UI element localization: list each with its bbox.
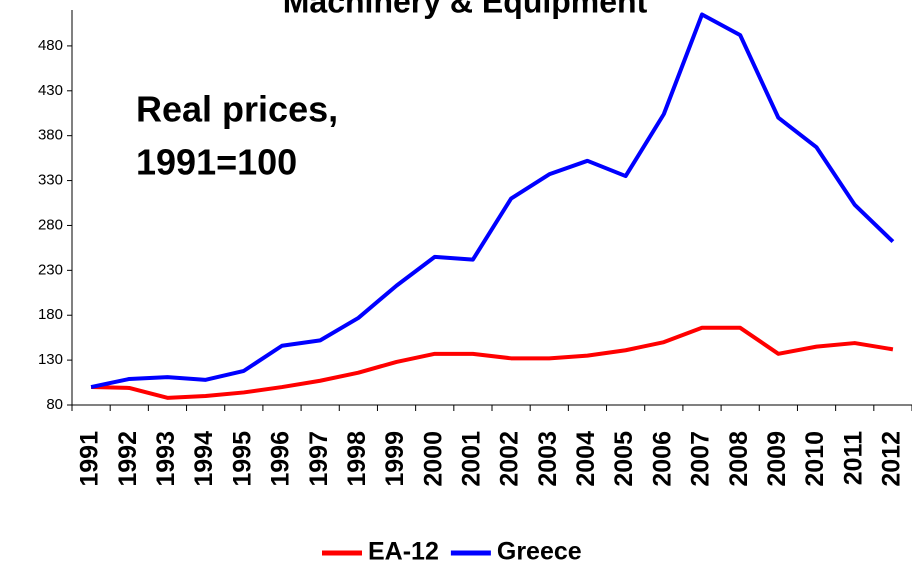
x-tick-label: 1992 [114, 431, 142, 487]
x-tick-label: 1998 [343, 431, 371, 487]
x-tick-label: 1995 [228, 431, 256, 487]
x-tick-label: 2008 [725, 431, 753, 487]
x-tick-label: 2000 [419, 431, 447, 487]
chart-title: Machinery & Equipment [283, 0, 648, 19]
x-tick-label: 2003 [534, 431, 562, 487]
line-series [91, 325, 894, 400]
annotation: Real prices, [136, 89, 338, 130]
y-tick-label: 130 [38, 351, 63, 368]
x-tick-label: 1993 [152, 431, 180, 487]
y-tick-label: 180 [38, 306, 63, 323]
y-tick-label: 80 [46, 396, 63, 413]
y-tick-label: 280 [38, 216, 63, 233]
x-tick-label: 1999 [381, 431, 409, 487]
x-tick-label: 2001 [458, 431, 486, 487]
x-tick-label: 2002 [496, 431, 524, 487]
line-series [90, 12, 895, 390]
x-tick-label: 1994 [190, 431, 218, 487]
x-tick-label: 1991 [76, 431, 104, 487]
y-tick-label: 380 [38, 127, 63, 144]
x-tick-label: 2010 [801, 431, 829, 487]
x-tick-label: 2007 [687, 431, 715, 487]
y-tick-label: 480 [38, 37, 63, 54]
y-tick-label: 330 [38, 172, 63, 189]
x-tick-label: 2006 [648, 431, 676, 487]
x-tick-label: 2009 [763, 431, 791, 487]
x-tick-label: 2012 [878, 431, 906, 487]
x-tick-label: 1997 [305, 431, 333, 487]
y-tick-label: 230 [38, 261, 63, 278]
x-tick-label: 1996 [267, 431, 295, 487]
x-tick-label: 2011 [839, 431, 867, 485]
legend-label: Greece [497, 538, 582, 566]
x-tick-label: 2005 [610, 431, 638, 487]
x-tick-label: 2004 [572, 431, 600, 487]
y-tick-label: 430 [38, 82, 63, 99]
legend-label: EA-12 [368, 538, 439, 566]
annotation: 1991=100 [136, 142, 297, 183]
